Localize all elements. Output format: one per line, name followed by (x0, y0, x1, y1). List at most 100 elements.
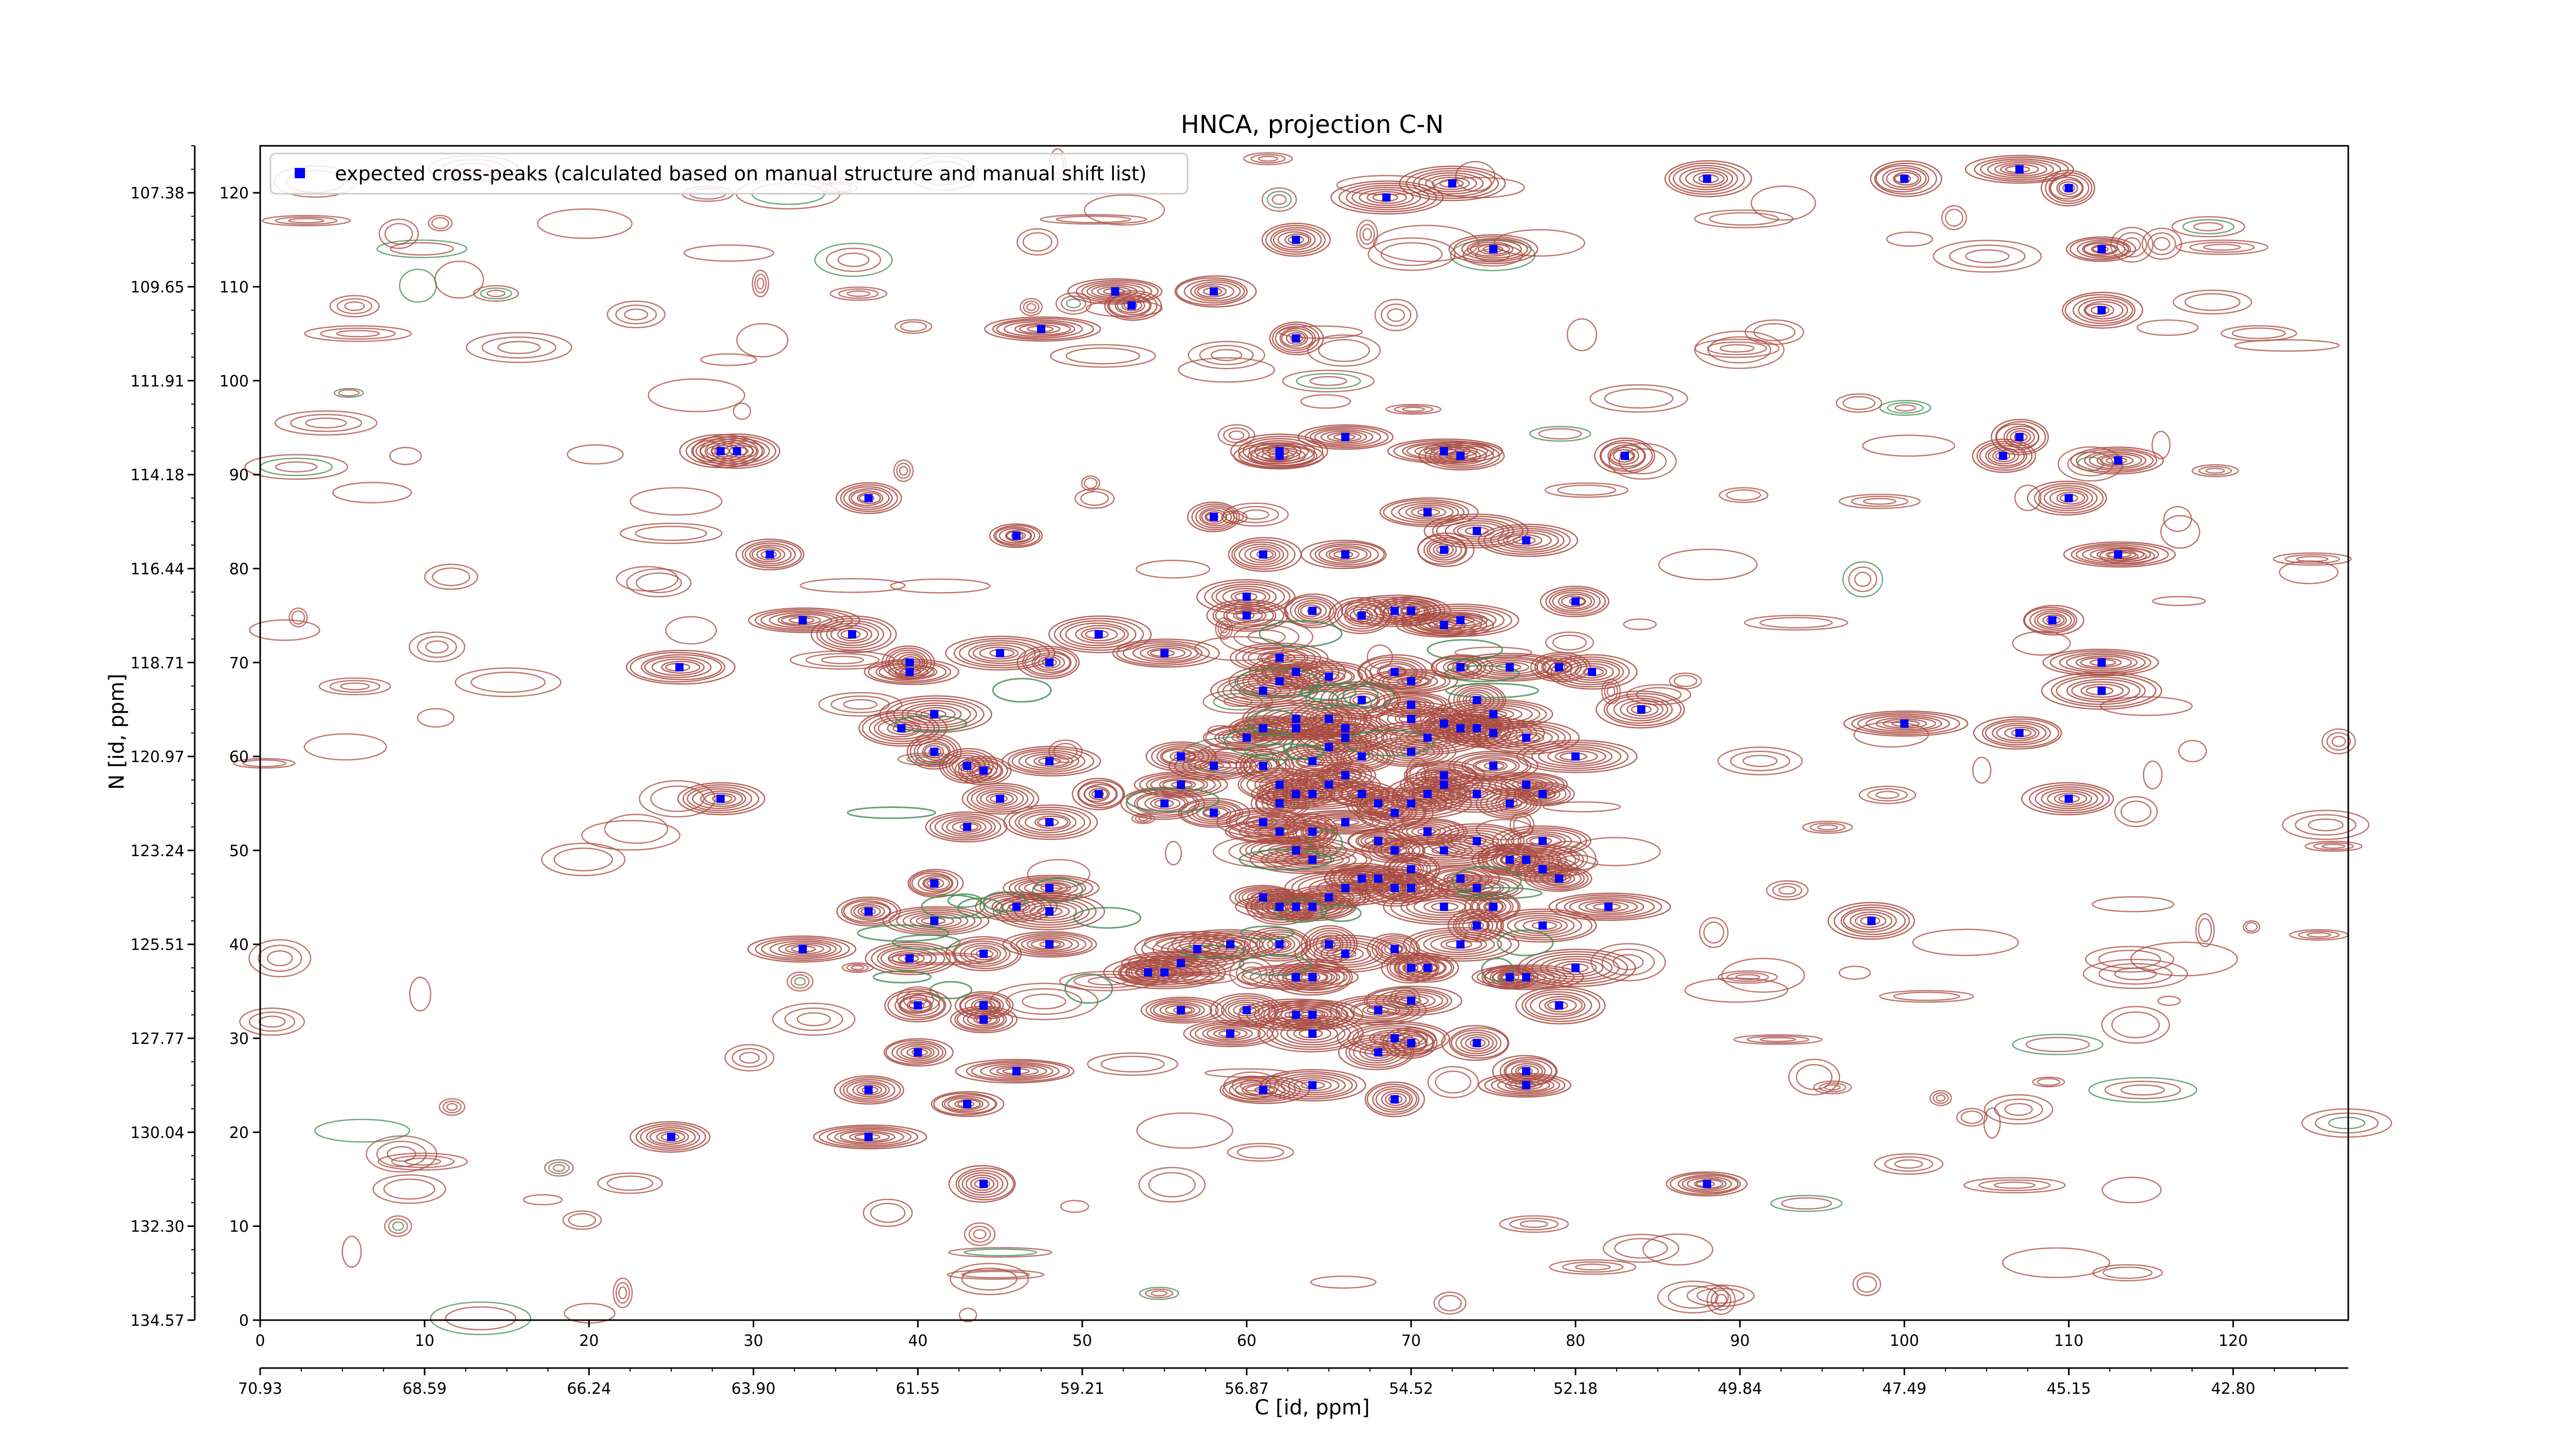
noise-contour (376, 1140, 427, 1168)
peak-contour (2065, 653, 2138, 671)
peak-contour (2042, 614, 2065, 626)
noise-contour (826, 247, 882, 272)
peak-contour (1539, 956, 1613, 980)
peak-marker (1571, 752, 1580, 761)
peak-contour (1318, 545, 1372, 564)
negative-contour (1497, 929, 1554, 956)
peak-marker (1423, 790, 1432, 799)
peak-marker (1391, 1034, 1399, 1043)
peak-contour (1003, 321, 1076, 337)
peak-contour (2035, 786, 2104, 812)
peak-contour (1547, 873, 1571, 884)
peak-contour (1030, 939, 1065, 950)
noise-contour (1858, 785, 1917, 804)
peak-contour (874, 717, 929, 740)
peak-contour (1171, 929, 1286, 960)
peak-contour (1265, 849, 1357, 871)
noise-contour (1936, 1094, 1946, 1102)
peak-contour (699, 435, 776, 467)
peak-marker (979, 1001, 988, 1010)
noise-contour (1499, 1215, 1569, 1233)
peak-contour (1149, 1000, 1213, 1020)
peak-contour (1477, 658, 1547, 677)
noise-contour (1060, 1200, 1090, 1213)
peak-contour (976, 788, 1024, 809)
peak-marker (1226, 940, 1234, 949)
noise-contour (248, 939, 312, 977)
peak-contour (1320, 937, 1342, 952)
peak-contour (973, 1014, 998, 1025)
peak-contour (2071, 543, 2169, 566)
peak-contour (1517, 949, 1636, 987)
peak-contour (1668, 162, 1745, 195)
noise-contour (1199, 345, 1254, 365)
peak-contour (1378, 665, 1407, 679)
peak-marker (1439, 620, 1448, 629)
peak-contour (1309, 427, 1381, 447)
peak-contour (1386, 710, 1436, 728)
noise-contour (424, 564, 479, 590)
peak-contour (1456, 787, 1495, 801)
peak-contour (2066, 679, 2141, 703)
peak-contour (1297, 602, 1327, 620)
peak-contour (1384, 943, 1404, 955)
peak-contour (1497, 1077, 1555, 1093)
peak-contour (1072, 778, 1125, 811)
peak-contour (1230, 680, 1297, 702)
noise-contour (1706, 1285, 1736, 1315)
peak-marker (905, 658, 914, 667)
peak-contour (1326, 947, 1364, 961)
y-tick-label: 60 (229, 748, 249, 766)
noise-contour (2279, 560, 2339, 584)
y-ppm-tick-label: 132.30 (130, 1218, 184, 1236)
peak-marker (1522, 780, 1531, 789)
peak-marker (1325, 893, 1333, 902)
x-tick-label: 40 (908, 1332, 927, 1350)
peak-contour (1486, 908, 1597, 943)
noise-contour (304, 325, 412, 342)
noise-contour (1225, 512, 1244, 522)
peak-marker (1037, 325, 1045, 333)
negative-contour (1320, 904, 1362, 922)
peak-contour (989, 523, 1043, 548)
noise-contour (389, 447, 422, 465)
noise-contour (541, 842, 626, 876)
noise-contour (2198, 466, 2232, 476)
negative-contour (1427, 639, 1503, 661)
peak-marker (766, 550, 774, 559)
noise-contour (2231, 327, 2286, 340)
peak-contour (1570, 663, 1614, 681)
peak-marker (1703, 1179, 1711, 1188)
peak-marker (1259, 550, 1267, 559)
noise-contour (1719, 487, 1769, 503)
peak-contour (1507, 829, 1582, 853)
noise-contour (754, 274, 767, 294)
noise-contour (1941, 205, 1967, 230)
peak-contour (1351, 187, 1421, 208)
contour-layer (233, 148, 2393, 1336)
peak-marker (1045, 818, 1054, 826)
noise-contour (342, 1236, 362, 1268)
peak-contour (995, 526, 1036, 545)
peak-marker (1998, 451, 2007, 460)
peak-contour (1247, 445, 1315, 466)
peak-contour (967, 785, 1035, 813)
peak-marker (1358, 752, 1366, 761)
peak-contour (922, 876, 950, 891)
peak-contour (1599, 440, 1653, 472)
peak-contour (1054, 618, 1144, 651)
noise-contour (1048, 739, 1083, 763)
noise-contour (1296, 373, 1361, 390)
noise-contour (2157, 996, 2181, 1006)
noise-contour (258, 1016, 286, 1028)
peak-contour (1119, 961, 1176, 984)
peak-contour (1988, 447, 2020, 465)
peak-contour (651, 659, 705, 676)
noise-contour (303, 733, 387, 761)
peak-contour (835, 482, 902, 514)
peak-marker (1391, 1095, 1399, 1104)
noise-contour (2234, 339, 2340, 352)
noise-contour (329, 680, 381, 693)
peak-contour (755, 937, 850, 961)
noise-contour (1250, 154, 1286, 164)
